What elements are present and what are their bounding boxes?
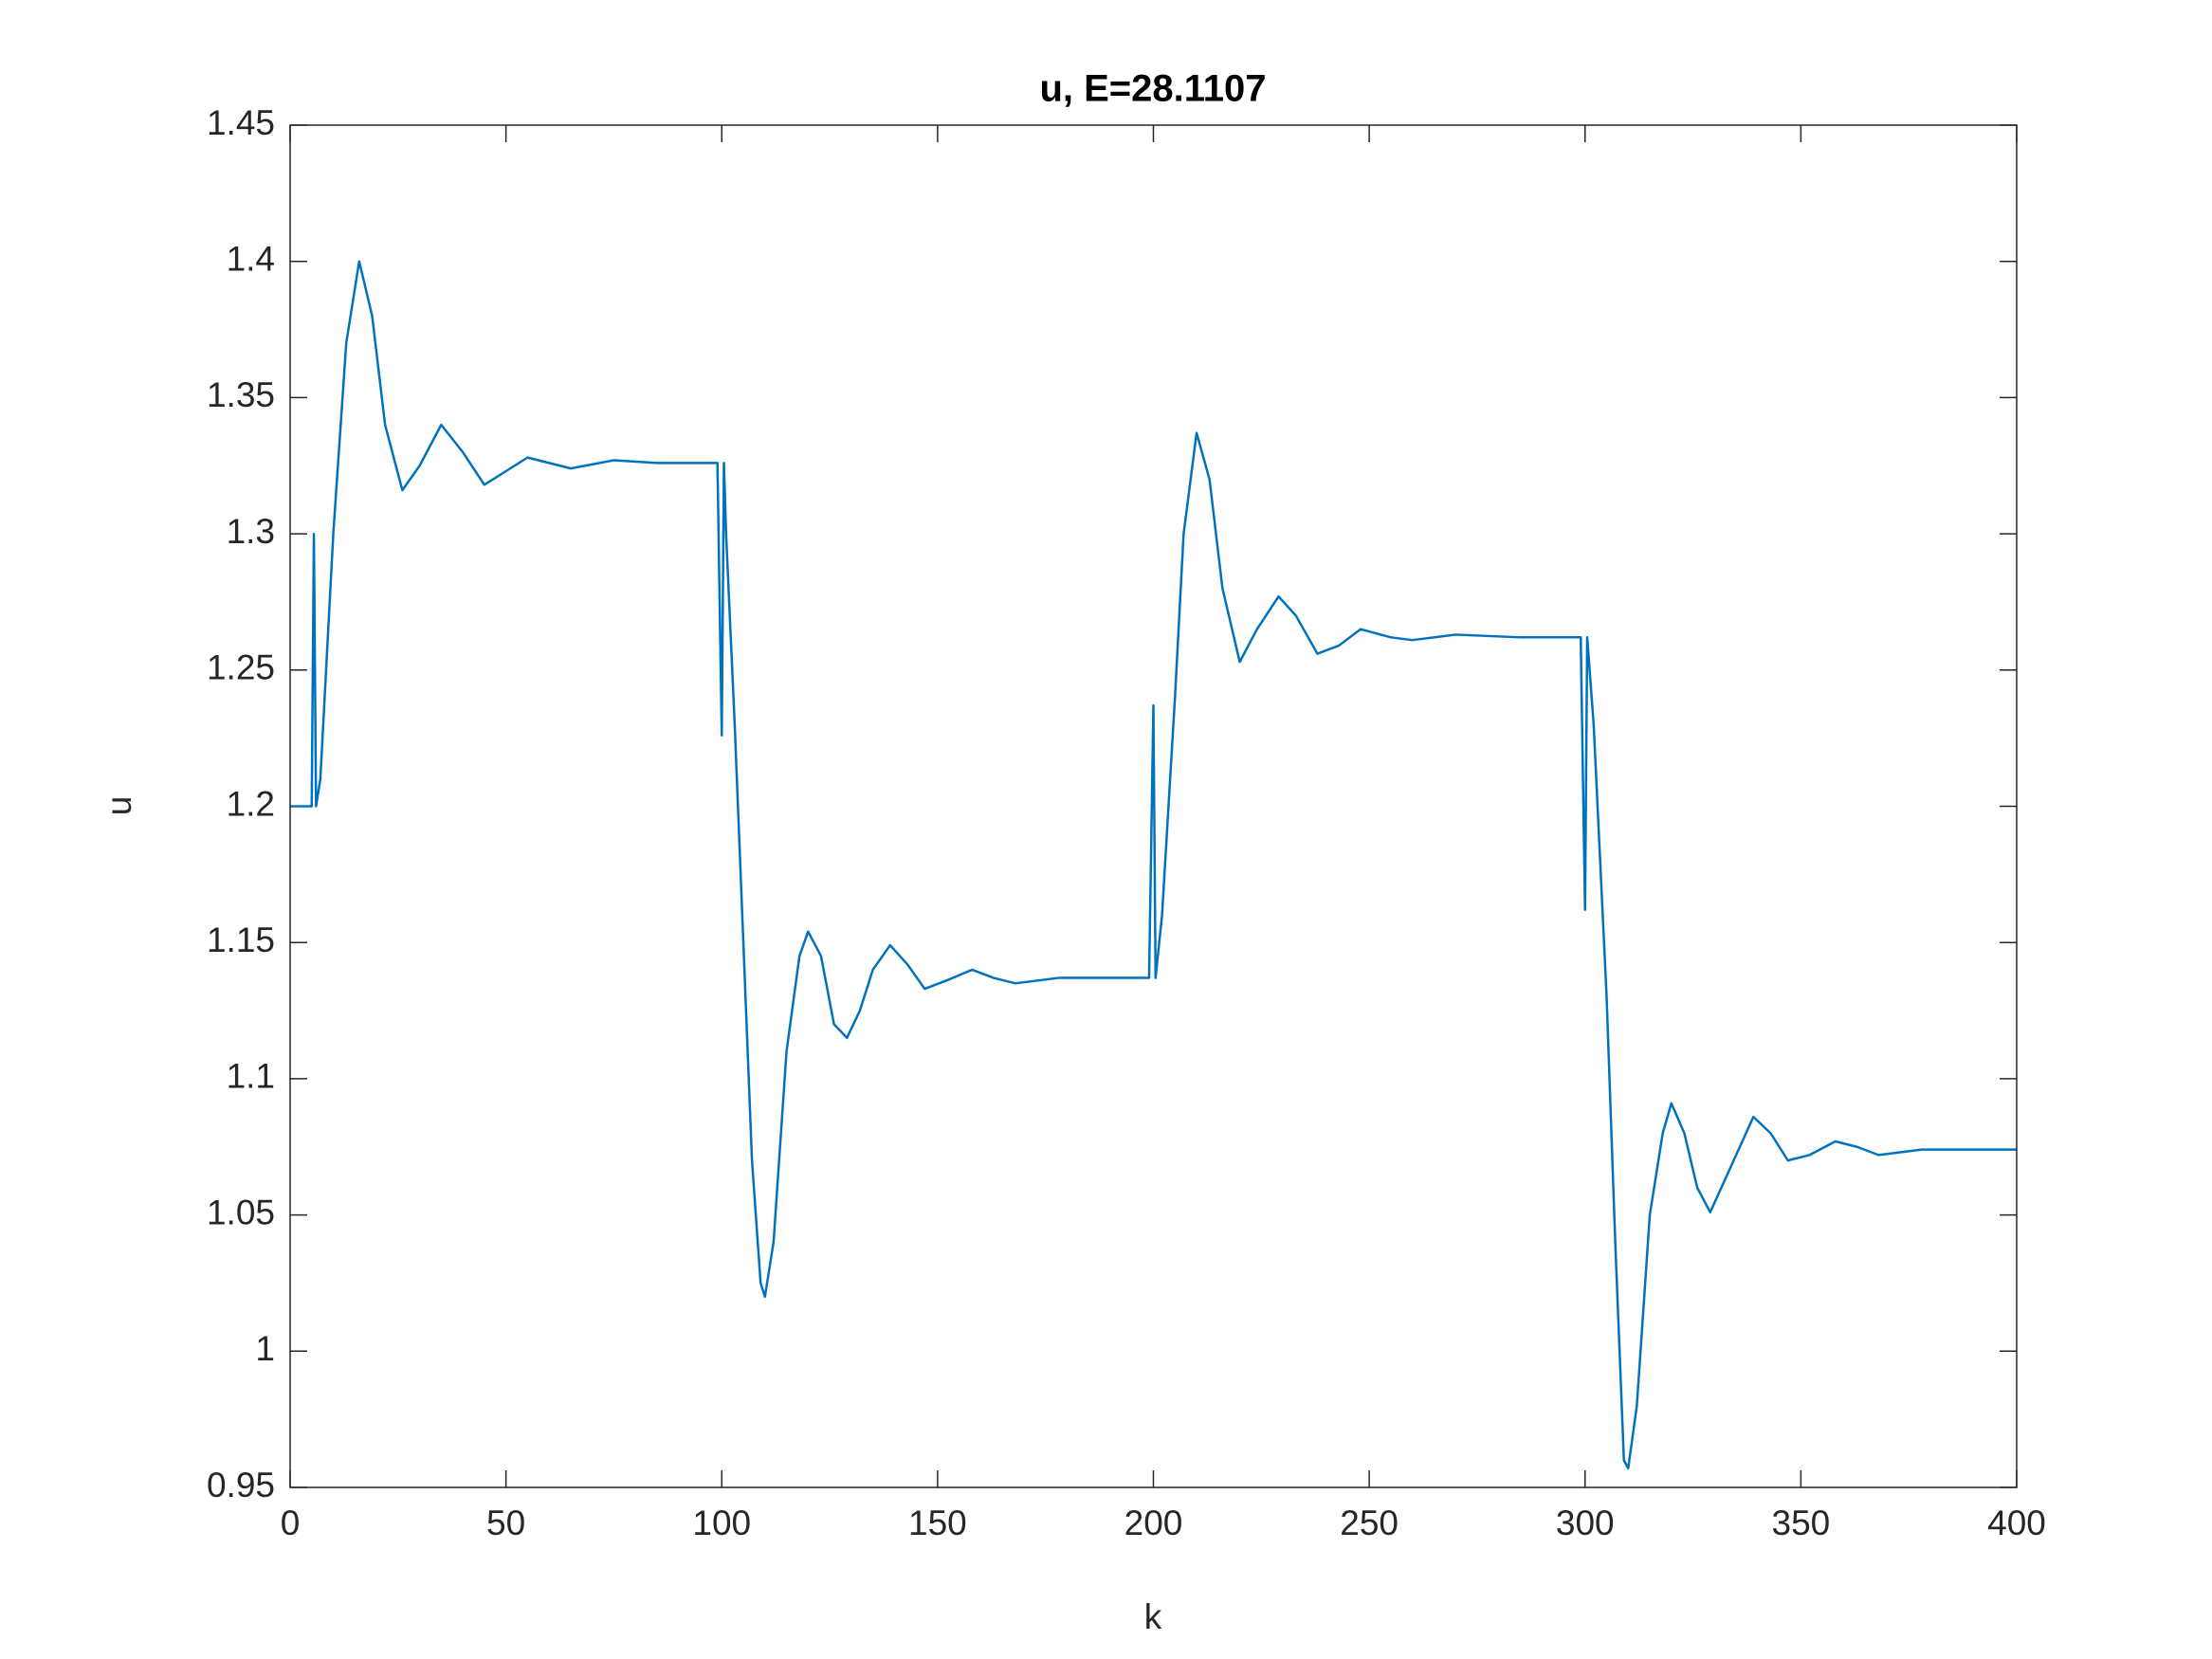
data-line bbox=[290, 260, 2017, 1470]
y-tick-label: 0.95 bbox=[207, 1466, 275, 1504]
y-tick-label: 1.35 bbox=[207, 375, 275, 414]
y-tick-label: 1.45 bbox=[207, 103, 275, 142]
y-tick-label: 1.15 bbox=[207, 921, 275, 959]
x-tick-label: 0 bbox=[281, 1504, 301, 1542]
x-axis-label: k bbox=[1144, 1597, 1162, 1636]
axes-box bbox=[289, 124, 2018, 1488]
x-tick-label: 50 bbox=[486, 1504, 525, 1542]
y-axis-label: u bbox=[100, 796, 138, 816]
x-tick-label: 250 bbox=[1340, 1504, 1398, 1542]
y-tick-label: 1.2 bbox=[227, 784, 275, 823]
y-tick-label: 1 bbox=[255, 1329, 275, 1368]
x-tick-label: 350 bbox=[1772, 1504, 1831, 1542]
x-tick-label: 200 bbox=[1124, 1504, 1183, 1542]
y-tick-label: 1.1 bbox=[227, 1057, 275, 1096]
y-tick-label: 1.4 bbox=[227, 239, 275, 278]
x-tick-label: 300 bbox=[1556, 1504, 1615, 1542]
y-tick-label: 1.3 bbox=[227, 512, 275, 551]
x-tick-label: 150 bbox=[908, 1504, 967, 1542]
y-tick-label: 1.25 bbox=[207, 648, 275, 687]
y-tick-label: 1.05 bbox=[207, 1193, 275, 1231]
x-tick-label: 400 bbox=[1987, 1504, 2046, 1542]
chart-title: u, E=28.1107 bbox=[1039, 68, 1266, 110]
x-tick-label: 100 bbox=[692, 1504, 751, 1542]
